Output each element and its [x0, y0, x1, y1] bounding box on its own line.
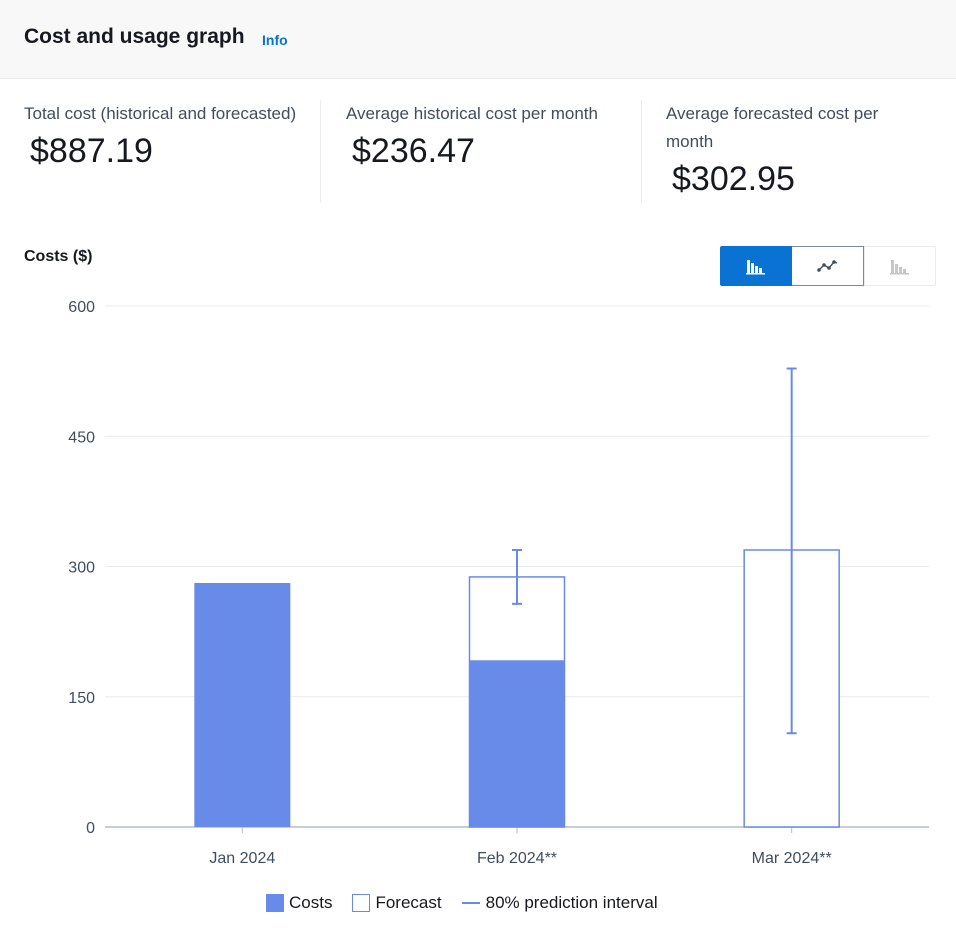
legend-swatch-prediction-interval: [461, 902, 480, 904]
bar-chart-icon: [746, 260, 765, 275]
panel-title: Cost and usage graph: [24, 25, 245, 48]
line-chart-icon: [816, 260, 837, 272]
cost-bar: [194, 582, 291, 827]
y-tick-label: 150: [68, 690, 95, 707]
y-axis-title: Costs ($): [24, 248, 93, 265]
metric-divider: [320, 100, 321, 203]
x-tick-label: Feb 2024**: [477, 850, 557, 867]
legend-swatch-forecast: [352, 894, 371, 912]
chart-legend: Costs Forecast 80% prediction interval: [266, 892, 678, 914]
avg-historical-label: Average historical cost per month: [346, 104, 598, 123]
legend-swatch-costs: [266, 894, 284, 912]
bar-chart-view-button[interactable]: [720, 246, 792, 286]
x-tick-label: Mar 2024**: [752, 850, 832, 867]
y-tick-label: 0: [86, 820, 95, 837]
cost-bar: [469, 660, 565, 827]
stacked-bar-chart-view-button: [864, 246, 936, 286]
legend-label-forecast: Forecast: [375, 893, 442, 912]
total-cost-label: Total cost (historical and forecasted): [24, 104, 297, 123]
cost-bar-chart: 0 150 300 450 600 Jan 2024 Feb 2024** Mar 2024*…: [68, 299, 929, 867]
legend-item-forecast[interactable]: Forecast: [352, 893, 442, 913]
y-tick-label: 600: [68, 299, 95, 316]
avg-forecast-value: $302.95: [672, 160, 795, 198]
avg-forecast-metric: Average forecasted cost per month $302.9…: [666, 100, 916, 199]
x-tick-label: Jan 2024: [209, 850, 275, 867]
total-cost-metric: Total cost (historical and forecasted) $…: [24, 100, 304, 171]
avg-historical-metric: Average historical cost per month $236.4…: [346, 100, 626, 171]
info-link[interactable]: Info: [262, 32, 288, 48]
avg-historical-value: $236.47: [352, 132, 475, 170]
avg-forecast-label: Average forecasted cost per month: [666, 104, 879, 151]
metric-divider: [641, 100, 642, 203]
legend-item-costs[interactable]: Costs: [266, 893, 332, 913]
legend-label-costs: Costs: [289, 893, 333, 912]
stacked-bar-chart-icon: [890, 260, 909, 275]
y-tick-label: 300: [68, 560, 95, 577]
total-cost-value: $887.19: [30, 132, 153, 170]
cost-summary: Total cost (historical and forecasted) $…: [0, 80, 956, 220]
y-tick-label: 450: [68, 429, 95, 446]
legend-item-prediction-interval[interactable]: 80% prediction interval: [461, 893, 658, 913]
panel-header: Cost and usage graph Info: [0, 0, 956, 79]
legend-label-prediction-interval: 80% prediction interval: [485, 893, 658, 912]
line-chart-view-button[interactable]: [792, 246, 864, 286]
